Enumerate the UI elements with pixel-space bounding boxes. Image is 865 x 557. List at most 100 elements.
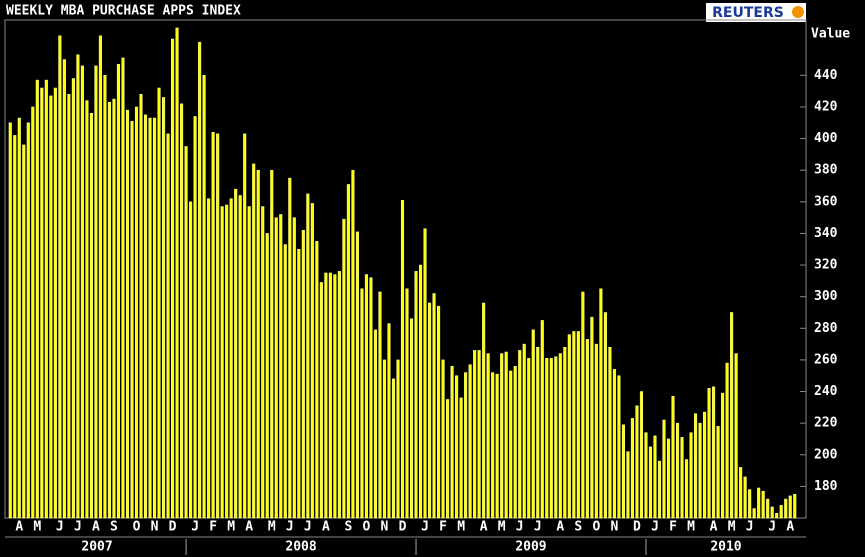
bar (473, 350, 477, 519)
bar (446, 399, 450, 519)
bar (283, 244, 287, 519)
bar (689, 432, 693, 519)
bar (788, 495, 792, 519)
bar (450, 365, 454, 519)
bar (306, 193, 310, 519)
x-tick-label: M (457, 520, 465, 535)
bar (333, 274, 337, 519)
x-tick-label: N (610, 520, 618, 535)
bar (761, 490, 765, 519)
x-tick-label: J (421, 520, 429, 535)
bar (346, 184, 350, 519)
bar (423, 228, 427, 519)
bar (522, 343, 526, 519)
bar (134, 106, 139, 519)
x-tick-label: O (592, 520, 600, 535)
bar (355, 231, 359, 519)
x-tick-label: M (498, 520, 506, 535)
bar (409, 318, 414, 519)
x-tick-label: S (344, 520, 352, 535)
bar (31, 106, 35, 519)
bar (229, 198, 233, 519)
bar (612, 369, 616, 519)
bar (770, 506, 774, 519)
bar (540, 320, 544, 519)
bar (130, 120, 134, 519)
bar (630, 418, 634, 519)
bar (301, 230, 305, 519)
bar (382, 359, 387, 519)
bar (89, 113, 93, 519)
x-tick-label: J (56, 520, 64, 535)
x-tick-label: F (439, 520, 447, 535)
bar (734, 353, 738, 519)
bar (207, 198, 211, 519)
y-tick-label: 220 (814, 416, 838, 431)
y-tick-label: 320 (814, 258, 838, 273)
bar (712, 386, 716, 519)
bar (418, 264, 423, 519)
bar (139, 94, 143, 519)
bar (766, 498, 770, 519)
bar (369, 277, 373, 519)
bar (161, 97, 166, 519)
x-tick-label: J (768, 520, 776, 535)
x-tick-label: A (710, 520, 718, 535)
bar (707, 388, 711, 519)
bar (85, 100, 89, 519)
bar (635, 405, 639, 519)
bar (193, 116, 197, 519)
bar (279, 214, 283, 519)
x-tick-label: J (304, 520, 312, 535)
bar (53, 87, 57, 519)
bar (784, 498, 788, 519)
bar (387, 323, 391, 519)
bar (716, 426, 720, 519)
bar (143, 114, 148, 519)
bar (396, 359, 400, 519)
x-tick-label: S (574, 520, 582, 535)
bar (666, 438, 671, 519)
bar (360, 288, 364, 519)
x-tick-label: M (33, 520, 41, 535)
x-tick-label: J (651, 520, 659, 535)
y-tick-label: 200 (814, 447, 838, 462)
bar (482, 302, 486, 519)
bar (428, 302, 432, 519)
bar (157, 87, 161, 519)
x-tick-label: M (268, 520, 276, 535)
year-label: 2008 (285, 540, 316, 555)
y-tick-label: 420 (814, 99, 838, 114)
bar (684, 459, 689, 519)
bar (62, 59, 66, 519)
x-tick-label: A (786, 520, 794, 535)
bar (238, 195, 242, 519)
x-tick-label: A (322, 520, 330, 535)
bar (621, 424, 625, 519)
x-tick-label: M (227, 520, 235, 535)
x-tick-label: D (169, 520, 177, 535)
bar (288, 177, 292, 519)
chart-title: WEEKLY MBA PURCHASE APPS INDEX (6, 4, 241, 19)
y-tick-label: 240 (814, 384, 838, 399)
bar (184, 146, 188, 519)
bar (545, 358, 549, 519)
bar (531, 329, 535, 519)
x-tick-label: O (363, 520, 371, 535)
bar (225, 204, 229, 519)
x-tick-label: S (110, 520, 118, 535)
bar (608, 347, 612, 519)
bar (721, 392, 725, 519)
bar (414, 271, 418, 519)
bar (337, 271, 341, 519)
bar (513, 365, 517, 519)
bar (549, 358, 553, 519)
bar (44, 79, 48, 519)
x-tick-label: A (15, 520, 23, 535)
bar (315, 241, 319, 519)
bar (572, 331, 576, 519)
bar (180, 103, 184, 519)
year-label: 2009 (515, 540, 546, 555)
